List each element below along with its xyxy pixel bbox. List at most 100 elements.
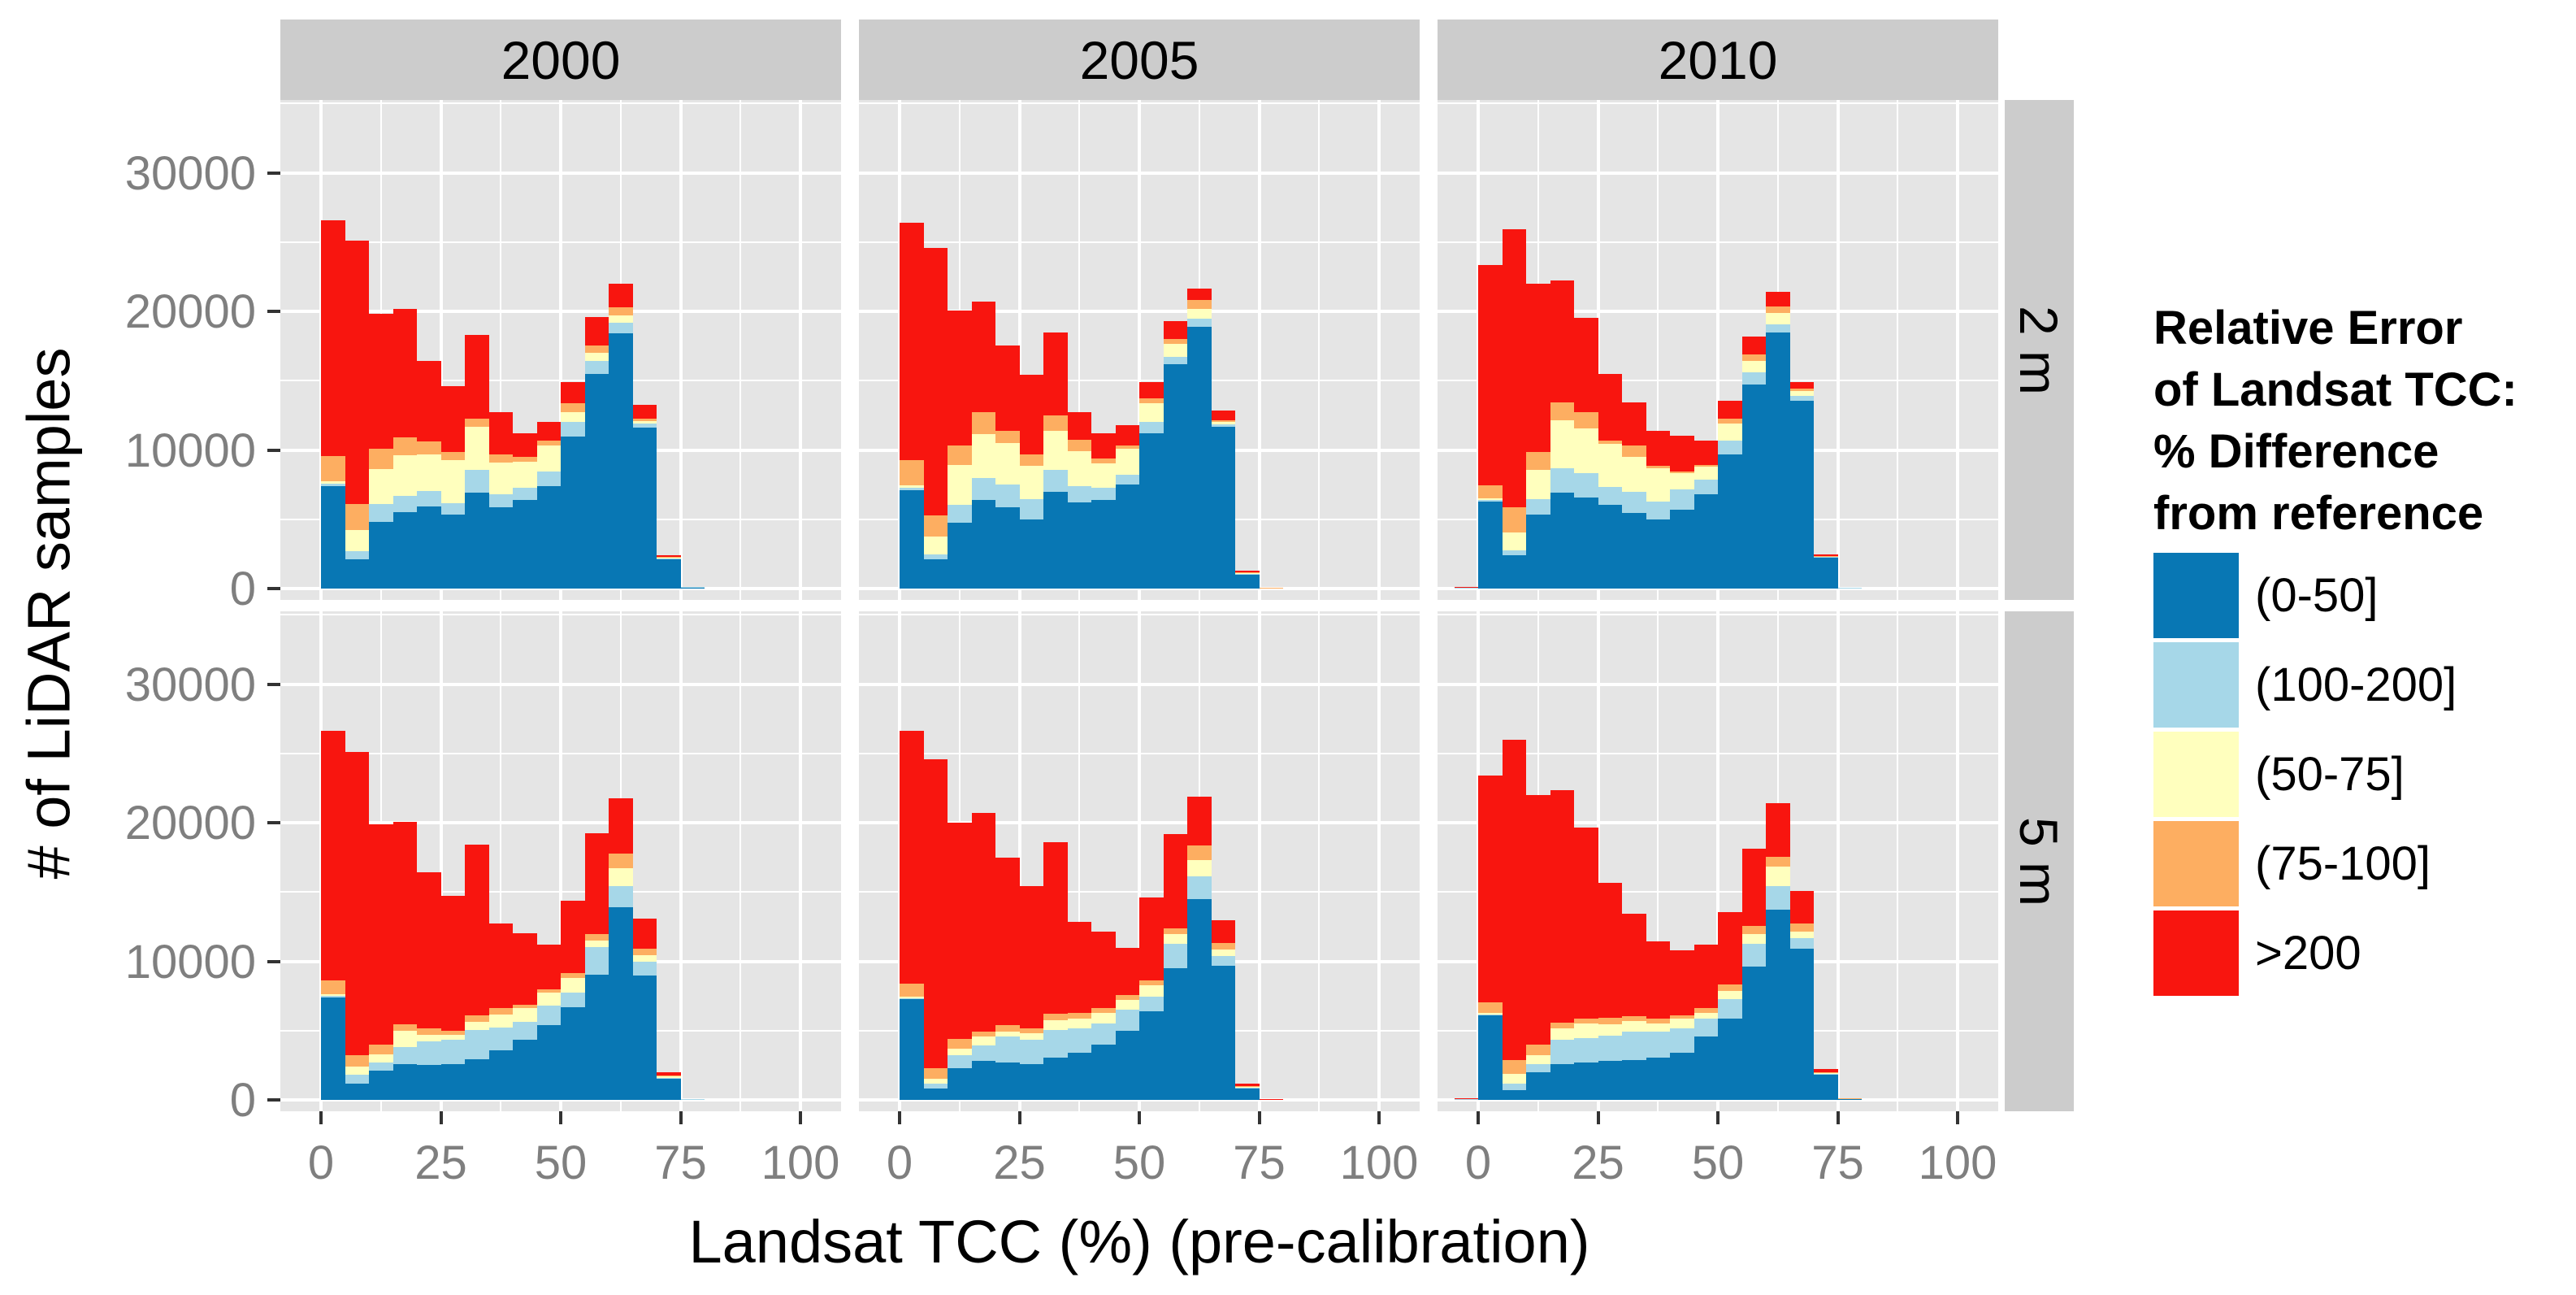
bar-segment xyxy=(536,992,561,1006)
bar-segment xyxy=(1115,475,1139,485)
bar-segment xyxy=(900,996,924,998)
bar-segment xyxy=(465,493,489,589)
bar-segment xyxy=(1091,1044,1116,1100)
bar-segment xyxy=(321,480,345,485)
bar-segment xyxy=(417,506,441,589)
bar-segment xyxy=(1091,931,1116,1008)
bar-segment xyxy=(1187,860,1212,876)
bar-segment xyxy=(1789,391,1814,396)
bar-segment xyxy=(488,507,513,589)
legend-title-line: Relative Error xyxy=(2153,302,2463,354)
bar-segment xyxy=(1550,1028,1574,1040)
bar-segment xyxy=(1163,320,1187,340)
bar-segment xyxy=(1766,306,1790,313)
gridline-x-major xyxy=(1257,611,1261,1111)
bar-segment xyxy=(900,731,924,984)
bar-segment xyxy=(369,522,393,589)
bar-segment xyxy=(1526,1071,1550,1100)
bar-segment xyxy=(392,512,417,589)
bar-segment xyxy=(440,896,465,1031)
bar-segment xyxy=(1502,739,1526,1060)
bar-segment xyxy=(1622,1015,1646,1021)
gridline-x-minor xyxy=(739,611,742,1111)
bar-segment xyxy=(1646,1057,1670,1100)
bar-segment xyxy=(680,587,705,589)
bar-segment xyxy=(1187,898,1212,1100)
bar-segment xyxy=(440,1030,465,1035)
panel-2010-2m xyxy=(1438,100,1998,600)
bar-segment xyxy=(1139,1010,1164,1100)
bar-segment xyxy=(321,731,345,981)
x-tick-mark xyxy=(679,1111,683,1124)
bar-segment xyxy=(561,412,585,423)
bar-segment xyxy=(513,1021,537,1040)
gridline-x-minor xyxy=(1078,100,1081,600)
x-tick-mark xyxy=(1138,1111,1141,1124)
bar-segment xyxy=(1259,1098,1283,1100)
bar-segment xyxy=(995,485,1020,508)
bar-segment xyxy=(1067,1019,1091,1029)
bar-segment xyxy=(632,418,657,421)
bar-segment xyxy=(1646,501,1670,519)
facet-column-strip-2000: 2000 xyxy=(280,20,841,100)
gridline-x-major xyxy=(1138,100,1141,600)
bar-segment xyxy=(1091,1012,1116,1024)
bar-segment xyxy=(1091,433,1116,458)
bar-segment xyxy=(1067,1053,1091,1100)
bar-segment xyxy=(1574,428,1598,473)
bar-segment xyxy=(1766,866,1790,886)
gridline-x-major xyxy=(1377,611,1381,1111)
bar-segment xyxy=(657,557,681,558)
bar-segment xyxy=(392,1024,417,1031)
bar-segment xyxy=(1622,913,1646,1016)
bar-segment xyxy=(392,437,417,456)
bar-segment xyxy=(995,1036,1020,1063)
gridline-x-major xyxy=(1377,100,1381,600)
bar-segment xyxy=(1622,457,1646,492)
bar-segment xyxy=(971,302,995,413)
x-tick-label: 50 xyxy=(534,1136,588,1189)
bar-segment xyxy=(1814,554,1838,556)
bar-segment xyxy=(1115,1030,1139,1100)
bar-segment xyxy=(1211,920,1235,944)
bar-segment xyxy=(632,954,657,963)
bar-segment xyxy=(1598,883,1622,1018)
bar-segment xyxy=(513,433,537,458)
bar-segment xyxy=(1502,1090,1526,1100)
bar-segment xyxy=(1814,1074,1838,1076)
bar-segment xyxy=(1814,1073,1838,1075)
gridline-x-major xyxy=(679,611,683,1111)
x-tick-mark xyxy=(1477,1111,1480,1124)
gridline-x-minor xyxy=(1318,100,1321,600)
bar-segment xyxy=(1454,1098,1478,1100)
bar-segment xyxy=(1091,458,1116,463)
gridline-x-minor xyxy=(1078,611,1081,1111)
bar-segment xyxy=(923,1067,948,1080)
bar-segment xyxy=(971,478,995,500)
bar-segment xyxy=(900,999,924,1100)
bar-segment xyxy=(1139,381,1164,399)
bar-segment xyxy=(1502,229,1526,508)
bar-segment xyxy=(1019,375,1043,454)
bar-segment xyxy=(1478,1015,1503,1100)
bar-segment xyxy=(900,485,924,489)
bar-segment xyxy=(948,465,972,505)
bar-segment xyxy=(1670,489,1694,510)
x-tick-label: 0 xyxy=(886,1136,913,1189)
bar-segment xyxy=(1091,463,1116,489)
bar-segment xyxy=(369,1044,393,1054)
bar-segment xyxy=(1789,396,1814,401)
gridline-x-minor xyxy=(1657,611,1659,1111)
legend-key-swatch xyxy=(2153,642,2239,728)
bar-segment xyxy=(1235,1088,1260,1100)
bar-segment xyxy=(536,1024,561,1100)
bar-segment xyxy=(321,220,345,457)
bar-segment xyxy=(488,1015,513,1028)
bar-segment xyxy=(1622,402,1646,445)
bar-segment xyxy=(321,997,345,1100)
y-tick-label: 30000 xyxy=(124,146,256,200)
bar-segment xyxy=(1115,1010,1139,1031)
bar-segment xyxy=(1670,950,1694,1015)
bar-segment xyxy=(1622,1059,1646,1100)
bar-segment xyxy=(1454,1098,1478,1099)
